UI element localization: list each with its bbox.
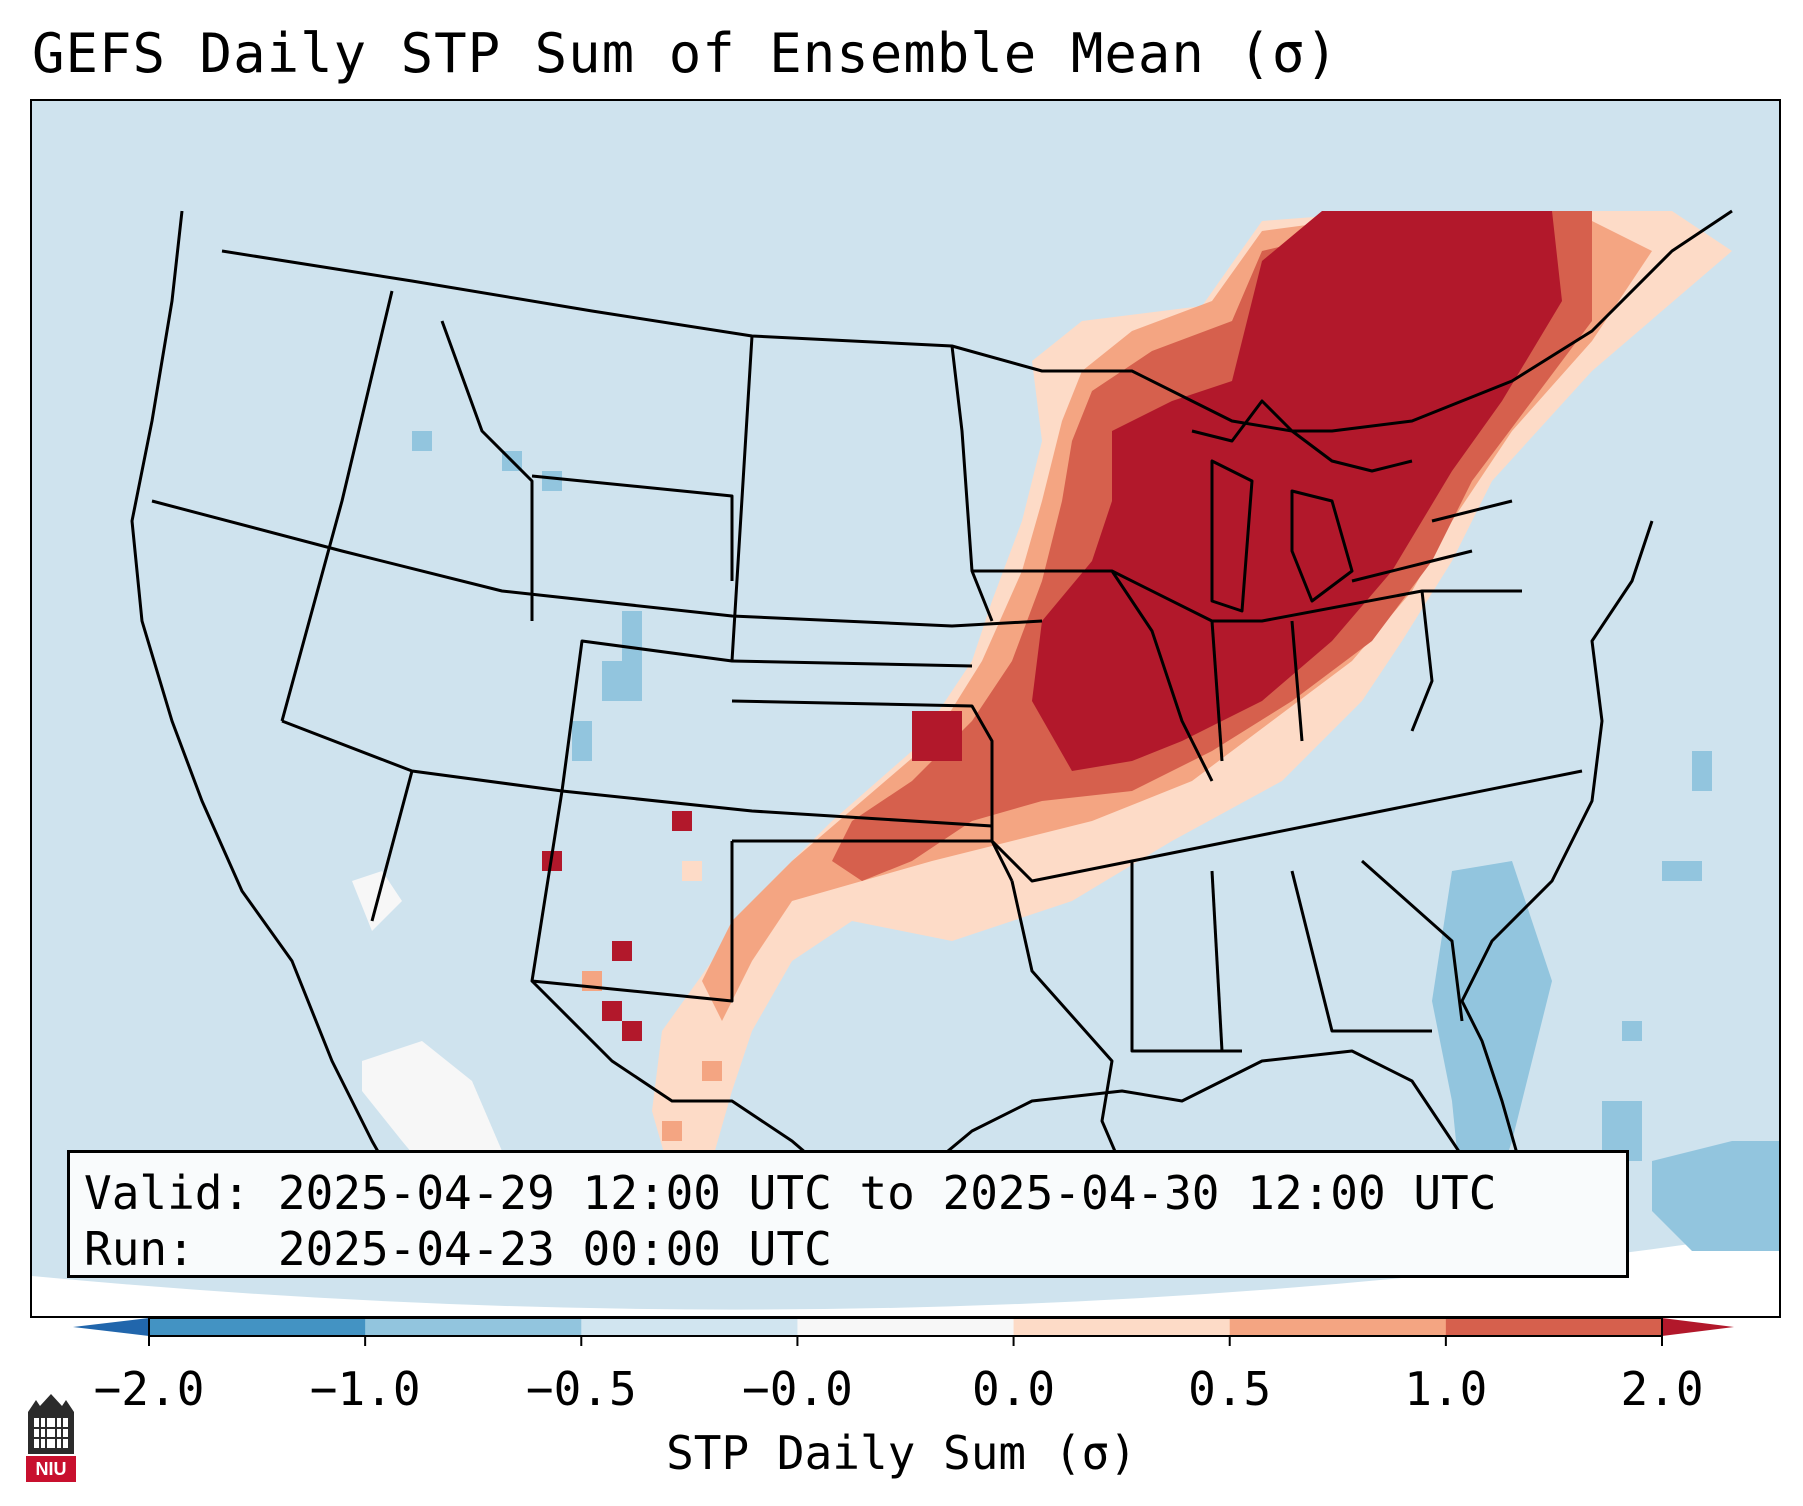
colorbar-tick-label: 2.0 (1620, 1362, 1704, 1416)
colorbar-tick-label: 0.5 (1188, 1362, 1272, 1416)
valid-run-info-box: Valid: 2025-04-29 12:00 UTC to 2025-04-3… (67, 1150, 1629, 1278)
valid-value: 2025-04-29 12:00 UTC to 2025-04-30 12:00… (277, 1166, 1497, 1220)
colorbar-bin (1013, 1318, 1231, 1336)
colorbar-bin (581, 1318, 798, 1336)
colorbar-over-triangle (1662, 1318, 1734, 1336)
domain-edge (32, 1231, 1779, 1316)
niu-logo-text: NIU (36, 1459, 67, 1479)
colorbar-tick-label: −1.0 (309, 1362, 421, 1416)
colorbar-tick-label: −0.5 (525, 1362, 637, 1416)
colorbar-bin (1445, 1318, 1663, 1336)
colorbar-outline (148, 1317, 1663, 1337)
colorbar-under-triangle (73, 1318, 149, 1336)
colorbar-bin (365, 1318, 582, 1336)
colorbar-tick-label: −2.0 (93, 1362, 205, 1416)
valid-line: Valid: 2025-04-29 12:00 UTC to 2025-04-3… (84, 1165, 1612, 1221)
run-value: 2025-04-23 00:00 UTC (277, 1222, 832, 1276)
colorbar-bins (149, 1318, 1663, 1336)
stp-map (32, 101, 1779, 1316)
colorbar-bin (797, 1318, 1015, 1336)
colorbar-ticks (148, 1336, 1663, 1346)
map-panel (30, 99, 1781, 1318)
colorbar-tick-label: 1.0 (1404, 1362, 1488, 1416)
run-line: Run: 2025-04-23 00:00 UTC (84, 1221, 1612, 1277)
niu-logo: NIU (26, 1394, 76, 1482)
colorbar (73, 1317, 1734, 1346)
colorbar-bin (1229, 1318, 1447, 1336)
valid-label: Valid: (84, 1166, 251, 1220)
run-label: Run: (84, 1222, 195, 1276)
colorbar-bin (149, 1318, 366, 1336)
colorbar-tick-label: −0.0 (742, 1362, 853, 1416)
map-title: GEFS Daily STP Sum of Ensemble Mean (σ) (32, 22, 1339, 85)
political-boundaries (130, 209, 1733, 1243)
colorbar-tick-label: 0.0 (972, 1362, 1056, 1416)
colorbar-label: STP Daily Sum (σ) (666, 1426, 1137, 1480)
